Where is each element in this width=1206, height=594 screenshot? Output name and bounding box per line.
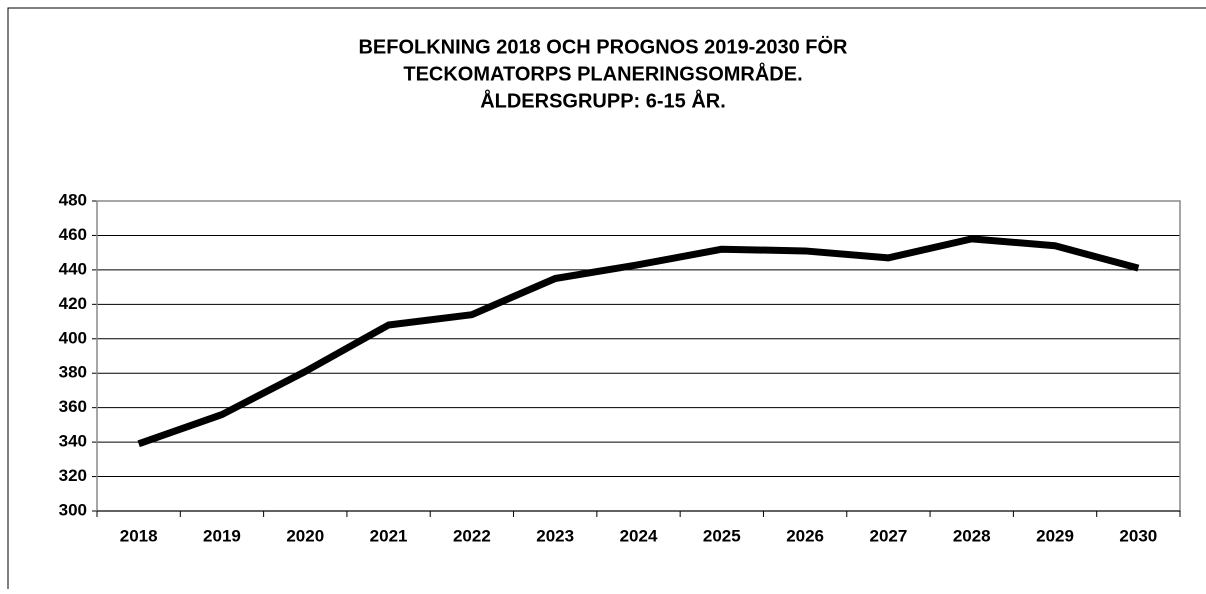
y-tick-label: 460 <box>59 225 87 244</box>
x-tick-label: 2029 <box>1036 526 1074 545</box>
x-tick-label: 2023 <box>536 526 574 545</box>
x-tick-label: 2026 <box>786 526 824 545</box>
x-tick-label: 2030 <box>1119 526 1157 545</box>
y-tick-label: 340 <box>59 432 87 451</box>
y-tick-label: 400 <box>59 328 87 347</box>
y-tick-label: 320 <box>59 466 87 485</box>
x-tick-label: 2021 <box>370 526 408 545</box>
x-tick-label: 2022 <box>453 526 491 545</box>
x-tick-label: 2018 <box>120 526 158 545</box>
y-tick-label: 380 <box>59 363 87 382</box>
y-tick-label: 420 <box>59 294 87 313</box>
chart-title: TECKOMATORPS PLANERINGSOMRÅDE. <box>403 61 802 85</box>
chart-title: ÅLDERSGRUPP: 6-15 ÅR. <box>480 88 726 112</box>
chart-frame <box>7 7 1206 594</box>
y-tick-label: 300 <box>59 500 87 519</box>
x-tick-label: 2020 <box>286 526 324 545</box>
y-tick-label: 360 <box>59 397 87 416</box>
plot-frame <box>96 200 1181 512</box>
x-tick-label: 2025 <box>703 526 741 545</box>
x-tick-label: 2024 <box>620 526 658 545</box>
line-series <box>137 235 1140 448</box>
chart-title: BEFOLKNING 2018 OCH PROGNOS 2019-2030 FÖ… <box>358 35 848 58</box>
x-tick-label: 2027 <box>870 526 908 545</box>
x-tick-label: 2028 <box>953 526 991 545</box>
x-tick-label: 2019 <box>203 526 241 545</box>
y-tick-label: 440 <box>59 259 87 278</box>
y-tick-label: 480 <box>59 190 87 209</box>
